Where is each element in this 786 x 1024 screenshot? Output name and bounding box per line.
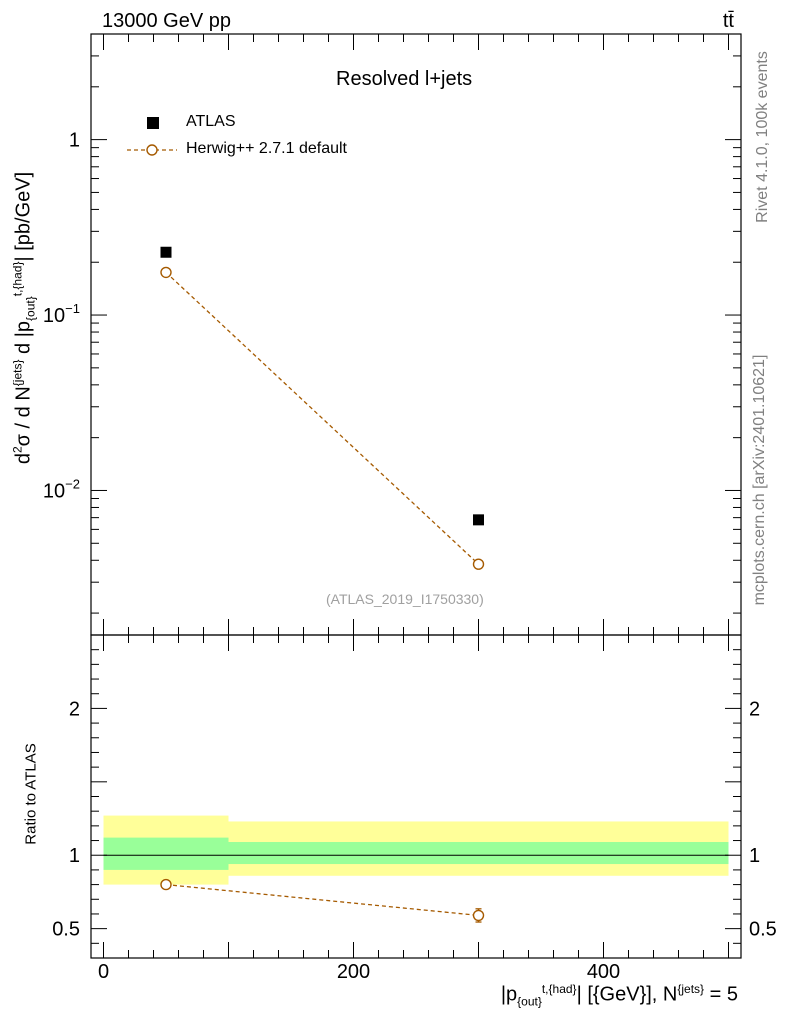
ratio-frame	[90, 634, 742, 959]
legend-atlas-label: ATLAS	[186, 113, 236, 130]
ratio-band-1-bin-1	[228, 842, 729, 865]
legend-herwig-label: Herwig++ 2.7.1 default	[186, 140, 347, 157]
ratio-ytick-label-right: 2	[749, 698, 760, 720]
analysis-tag: (ATLAS_2019_I1750330)	[326, 591, 484, 607]
ratio-ytick-label-left: 1	[69, 845, 80, 867]
ratio-mc-point	[160, 878, 172, 891]
ratio-ytick-label-right: 0.5	[749, 919, 777, 941]
mc-point	[472, 558, 485, 570]
rivet-label: Rivet 4.1.0, 100k events	[754, 51, 771, 223]
ratio-ytick-label-right: 1	[749, 845, 760, 867]
ratio-mc-point	[472, 909, 485, 922]
legend-atlas-marker	[147, 117, 159, 129]
mcplots-label: mcplots.cern.ch [arXiv:2401.10621]	[751, 354, 768, 606]
ratio-ytick-label-left: 2	[69, 698, 80, 720]
main-ytick-label-exponent: −2	[65, 476, 80, 491]
ratio-bands	[103, 815, 729, 885]
main-ylabel: d2σ / d N{jets} d |p{out}t,{had}| [pb/Ge…	[10, 171, 38, 465]
ratio-band-1-bin-0	[103, 837, 229, 870]
ratio-ylabel: Ratio to ATLAS	[22, 743, 40, 845]
atlas-point	[160, 246, 172, 258]
atlas-point	[473, 514, 484, 526]
data-series	[127, 144, 485, 923]
main-title: Resolved l+jets	[336, 68, 473, 90]
ratio-ytick-label-left: 0.5	[52, 919, 80, 941]
ratio-xtick-label: 200	[337, 961, 370, 983]
main-ytick-label-exponent: −1	[65, 301, 80, 316]
ratio-xtick-label: 0	[98, 961, 109, 983]
ratio-xlabel: |p{out}t,{had}| [{GeV}], N{jets} = 5	[500, 982, 738, 1009]
mc-point	[160, 266, 172, 279]
ratio-xtick-label: 400	[587, 961, 620, 983]
ratio-mc-line	[165, 883, 479, 917]
mc-line	[165, 271, 479, 565]
axis-ticks	[91, 33, 741, 958]
tick-labels: 10−2 10−1 1 0 200 400 0.5 0.5 1 1 2 2	[43, 130, 777, 983]
legend-mc-marker	[146, 144, 158, 156]
main-ytick-label: 1	[69, 130, 80, 152]
main-ytick-label: 10−2	[43, 476, 80, 502]
main-ytick-label: 10−1	[43, 301, 80, 327]
energy-label: 13000 GeV pp	[102, 10, 231, 32]
process-label: tt̄	[722, 10, 734, 32]
